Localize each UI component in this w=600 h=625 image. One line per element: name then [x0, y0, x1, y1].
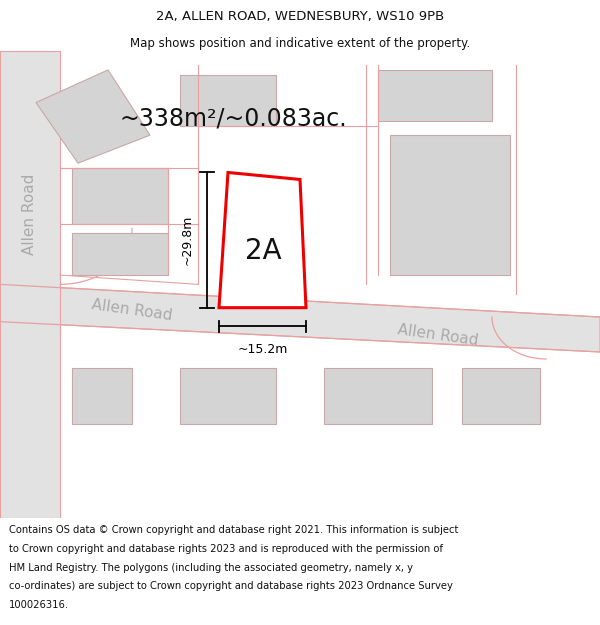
Polygon shape [390, 135, 510, 275]
Text: Allen Road: Allen Road [397, 322, 479, 349]
Polygon shape [72, 168, 168, 224]
Text: ~15.2m: ~15.2m [238, 342, 287, 356]
Polygon shape [378, 70, 492, 121]
Polygon shape [0, 51, 60, 518]
Polygon shape [72, 233, 168, 275]
Polygon shape [462, 368, 540, 424]
Text: Contains OS data © Crown copyright and database right 2021. This information is : Contains OS data © Crown copyright and d… [9, 525, 458, 535]
Text: 2A: 2A [245, 237, 281, 265]
Text: 2A, ALLEN ROAD, WEDNESBURY, WS10 9PB: 2A, ALLEN ROAD, WEDNESBURY, WS10 9PB [156, 10, 444, 23]
Text: Allen Road: Allen Road [23, 174, 37, 255]
Text: 100026316.: 100026316. [9, 600, 69, 610]
Text: to Crown copyright and database rights 2023 and is reproduced with the permissio: to Crown copyright and database rights 2… [9, 544, 443, 554]
Polygon shape [72, 368, 132, 424]
Polygon shape [219, 173, 306, 308]
Polygon shape [180, 74, 276, 126]
Text: ~338m²/~0.083ac.: ~338m²/~0.083ac. [120, 107, 347, 131]
Text: co-ordinates) are subject to Crown copyright and database rights 2023 Ordnance S: co-ordinates) are subject to Crown copyr… [9, 581, 453, 591]
Polygon shape [0, 284, 600, 352]
Polygon shape [180, 368, 276, 424]
Text: HM Land Registry. The polygons (including the associated geometry, namely x, y: HM Land Registry. The polygons (includin… [9, 562, 413, 572]
Polygon shape [36, 70, 150, 163]
Text: Map shows position and indicative extent of the property.: Map shows position and indicative extent… [130, 37, 470, 50]
Text: ~29.8m: ~29.8m [181, 215, 194, 265]
Text: Allen Road: Allen Road [91, 297, 173, 323]
Polygon shape [324, 368, 432, 424]
